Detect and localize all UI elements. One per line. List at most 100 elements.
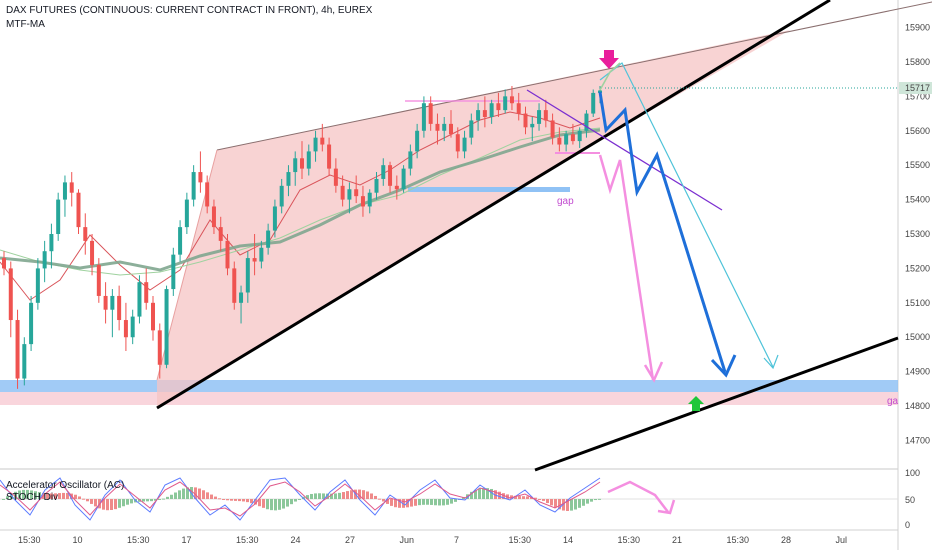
time-tick-label: Jun xyxy=(400,535,415,545)
candle-body xyxy=(137,282,142,317)
candle-body xyxy=(577,130,582,142)
time-tick-label: 7 xyxy=(454,535,459,545)
candle-body xyxy=(56,199,61,234)
candle-body xyxy=(198,172,203,183)
osc-bar xyxy=(262,499,265,508)
osc-bar xyxy=(62,492,65,499)
gap-label: gap xyxy=(557,196,574,207)
osc-projection-pink xyxy=(607,480,669,513)
projection-blue xyxy=(598,91,727,373)
osc-bar xyxy=(438,499,441,506)
candle-body xyxy=(130,316,135,338)
price-tick-label: 15100 xyxy=(905,298,930,308)
candle-body xyxy=(103,295,108,310)
osc-bar xyxy=(146,499,149,502)
candle-body xyxy=(340,185,345,200)
candle-body xyxy=(327,144,332,169)
osc-bar xyxy=(518,496,521,499)
osc-bar xyxy=(6,496,9,499)
osc-bar xyxy=(206,492,209,499)
price-tick-label: 15300 xyxy=(905,229,930,239)
osc-bar xyxy=(178,490,181,499)
price-tick-label: 15200 xyxy=(905,263,930,273)
osc-bar xyxy=(382,499,385,502)
osc-bar xyxy=(174,492,177,499)
osc-bar xyxy=(590,499,593,502)
candle-body xyxy=(266,230,271,248)
osc-bar xyxy=(422,499,425,505)
candle-body xyxy=(496,103,501,111)
osc-bar xyxy=(150,499,153,502)
price-tick-label: 15400 xyxy=(905,195,930,205)
osc-bar xyxy=(118,499,121,508)
candle-body xyxy=(184,199,189,228)
osc-bar xyxy=(266,499,269,510)
osc-bar xyxy=(274,499,277,511)
osc-bar xyxy=(82,498,85,500)
candle-body xyxy=(374,178,379,193)
indicator-label: MTF-MA xyxy=(6,19,45,30)
osc-axis-100: 100 xyxy=(905,468,920,478)
candle-body xyxy=(550,120,555,138)
candle-body xyxy=(489,103,494,117)
osc-bar xyxy=(310,493,313,499)
candle-body xyxy=(394,185,399,190)
candle-body xyxy=(564,134,569,145)
candle-body xyxy=(591,92,596,114)
time-tick-label: 14 xyxy=(563,535,573,545)
osc-bar xyxy=(22,489,25,499)
candle-body xyxy=(49,234,54,252)
osc-bar xyxy=(102,499,105,510)
osc-bar xyxy=(414,499,417,506)
candle-body xyxy=(408,151,413,169)
candle-body xyxy=(69,182,74,193)
candle-body xyxy=(300,158,304,169)
candle-body xyxy=(381,165,386,179)
candle-body xyxy=(455,134,460,152)
candle-body xyxy=(509,96,514,104)
time-tick-label: Jul xyxy=(836,535,848,545)
gap-label-right: ga xyxy=(887,396,899,407)
last-price-badge xyxy=(899,82,932,94)
osc-bar xyxy=(110,499,113,511)
candle-body xyxy=(123,320,128,338)
time-tick-label: 15:30 xyxy=(727,535,750,545)
candle-body xyxy=(164,289,169,365)
candle-body xyxy=(29,302,34,345)
osc-bar xyxy=(258,499,261,507)
osc-bar xyxy=(386,499,389,504)
osc-bar xyxy=(210,494,213,499)
osc-bar xyxy=(10,493,13,499)
time-tick-label: 17 xyxy=(182,535,192,545)
candle-body xyxy=(117,295,122,321)
time-tick-label: 15:30 xyxy=(236,535,259,545)
osc-bar xyxy=(230,499,233,501)
osc-bar xyxy=(338,492,341,499)
price-tick-label: 14800 xyxy=(905,401,930,411)
osc-bar xyxy=(366,491,369,499)
osc-bar xyxy=(546,499,549,504)
bottom-up-arrow-marker xyxy=(688,396,704,411)
candle-body xyxy=(225,240,230,269)
candle-body xyxy=(76,192,81,228)
candle-body xyxy=(347,189,352,200)
osc-bar xyxy=(186,487,189,499)
candle-body xyxy=(252,258,257,262)
candle-body xyxy=(469,120,474,138)
candle-body xyxy=(62,182,67,200)
time-tick-label: 15:30 xyxy=(18,535,41,545)
osc-bar xyxy=(306,495,309,499)
candle-body xyxy=(388,165,393,186)
osc-bar xyxy=(498,491,501,499)
candle-body xyxy=(482,110,487,117)
time-tick-label: 15:30 xyxy=(618,535,641,545)
osc-bar xyxy=(278,499,281,510)
osc-bar xyxy=(418,499,421,506)
osc-bar xyxy=(74,494,77,499)
osc-bar xyxy=(182,488,185,499)
candle-body xyxy=(598,90,602,93)
osc-bar xyxy=(570,499,573,511)
osc-bar xyxy=(290,499,293,505)
projection-teal-head xyxy=(763,354,779,370)
